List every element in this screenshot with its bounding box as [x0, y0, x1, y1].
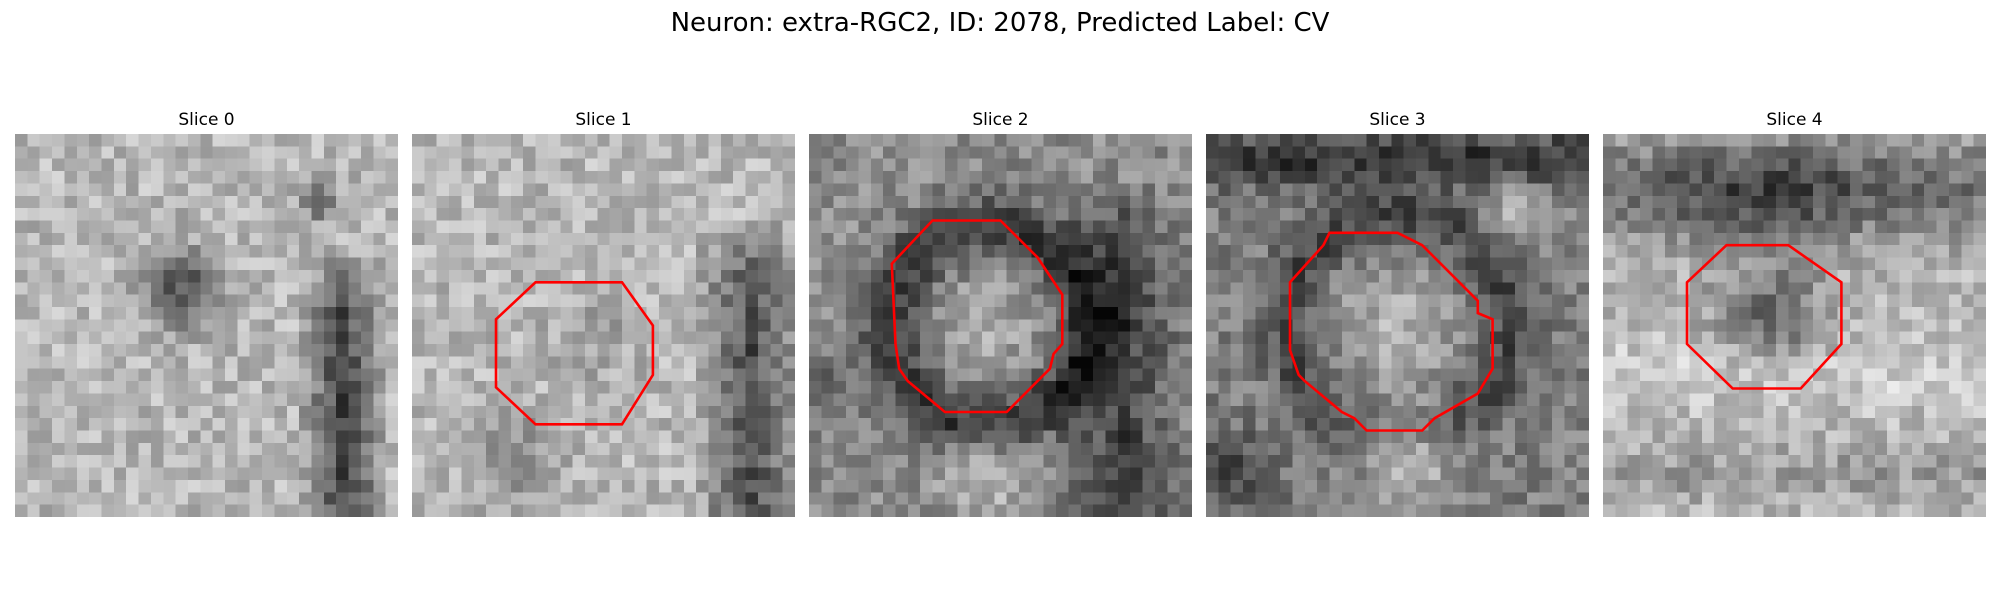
slice-4-title: Slice 4 [1766, 110, 1823, 130]
micrograph-texture [809, 134, 1192, 517]
roi-outline [1685, 243, 1843, 390]
micrograph-texture [412, 134, 795, 517]
roi-outline [1288, 231, 1494, 432]
roi-outline [494, 281, 655, 426]
micrograph-texture [1206, 134, 1589, 517]
slice-3-image [1206, 134, 1589, 517]
roi-outline [890, 219, 1064, 414]
slice-0-title: Slice 0 [178, 110, 235, 130]
micrograph-texture [15, 134, 398, 517]
slice-0-image [15, 134, 398, 517]
slice-2-title: Slice 2 [972, 110, 1029, 130]
slice-4-image [1603, 134, 1986, 517]
slice-2-image [809, 134, 1192, 517]
slice-3-title: Slice 3 [1369, 110, 1426, 130]
micrograph-texture [1603, 134, 1986, 517]
slice-1-image [412, 134, 795, 517]
figure-title: Neuron: extra-RGC2, ID: 2078, Predicted … [670, 8, 1330, 38]
slice-1-title: Slice 1 [575, 110, 632, 130]
